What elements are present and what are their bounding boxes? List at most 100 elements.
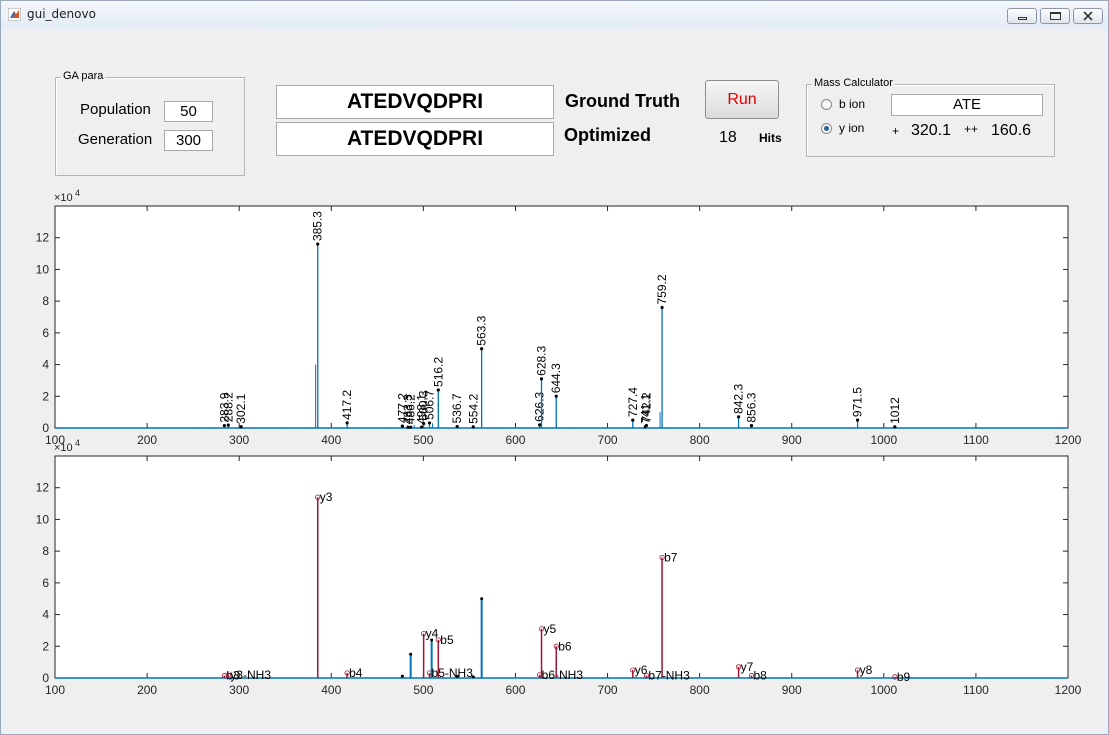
- annotated-y-tick-label: 10: [36, 512, 50, 526]
- peak-label: 500.3: [417, 390, 431, 420]
- annotated-peak-marker: [630, 667, 636, 673]
- peak-label: 283.9: [217, 392, 231, 422]
- peak-label: 759.2: [655, 274, 669, 304]
- peak-label: 1012: [888, 397, 902, 424]
- annotated-y-tick-label: 8: [42, 544, 49, 558]
- peak-marker: [749, 424, 754, 428]
- annotated-x-tick-label: 400: [321, 683, 341, 697]
- peak-marker: [660, 305, 664, 310]
- annotated-exponent-base: ×10: [54, 442, 73, 454]
- ion-label: b9: [897, 670, 911, 684]
- generation-input[interactable]: 300: [164, 130, 213, 151]
- peak-label: 498.1: [415, 394, 429, 424]
- run-button[interactable]: Run: [705, 80, 779, 119]
- spectrum-chart[interactable]: 100 200 300 400 500 600 700 800 900 1000 1100 1200 0…: [1, 186, 1109, 447]
- peak-label: 288.2: [221, 392, 235, 422]
- annotated-y-tick-label: 6: [42, 576, 49, 590]
- ion-label: y5: [544, 622, 557, 636]
- peak-marker: [239, 425, 243, 429]
- peak-label: 486.2: [404, 394, 418, 424]
- spectrum-y-tick-label: 0: [42, 421, 49, 435]
- spectrum-x-tick-label: 200: [137, 433, 157, 447]
- close-button[interactable]: [1073, 8, 1103, 24]
- peak-label: 842.3: [732, 384, 746, 414]
- mass-sequence-input[interactable]: ATE: [891, 94, 1043, 116]
- unannotated-peak-marker: [471, 675, 475, 679]
- annotated-peak-marker: [892, 674, 898, 680]
- peak-label: 727.4: [626, 387, 640, 417]
- peak-marker: [893, 425, 897, 429]
- peak-marker: [554, 394, 558, 398]
- ion-label: y3: [320, 490, 333, 504]
- population-input[interactable]: 50: [164, 101, 213, 122]
- population-label: Population: [80, 101, 151, 118]
- annotated-x-tick-label: 1000: [870, 683, 897, 697]
- b-ion-radio[interactable]: [821, 99, 832, 110]
- annotated-y-tick-label: 0: [42, 671, 49, 685]
- annotated-x-tick-label: 800: [690, 683, 710, 697]
- annotated-peak-marker: [538, 626, 545, 632]
- annotated-y-tick-label: 12: [36, 481, 50, 495]
- spectrum-exponent-power: 4: [75, 188, 80, 198]
- annotated-x-tick-label: 100: [45, 683, 65, 697]
- spectrum-y-tick-label: 12: [36, 231, 50, 245]
- unannotated-peak-marker: [400, 674, 404, 678]
- peak-label: 302.1: [234, 393, 248, 423]
- annotated-x-tick-label: 1100: [963, 683, 989, 697]
- ground-truth-label: Ground Truth: [565, 91, 680, 111]
- mass-calculator-panel: Mass Calculator b ion y ion ATE + 320.1 …: [806, 77, 1055, 157]
- ion-label: y4: [426, 627, 439, 641]
- ion-label: b5-NH3: [432, 666, 474, 680]
- peak-label: 483.3: [401, 394, 415, 424]
- spectrum-x-tick-label: 1100: [963, 433, 989, 447]
- spectrum-x-tick-label: 600: [505, 433, 525, 447]
- generation-label: Generation: [78, 131, 153, 148]
- annotated-x-tick-label: 200: [137, 683, 157, 697]
- peak-label: 477.2: [395, 393, 409, 423]
- peak-label: 554.2: [466, 394, 480, 424]
- peak-label: 628.3: [535, 345, 549, 375]
- peak-marker: [427, 421, 432, 425]
- annotated-exponent-power: 4: [75, 438, 80, 448]
- annotated-peak-marker: [421, 631, 427, 637]
- peak-label: 971.5: [851, 387, 865, 417]
- peak-marker: [471, 425, 475, 429]
- spectrum-x-tick-label: 500: [413, 433, 433, 447]
- spectrum-y-tick-label: 10: [36, 262, 50, 276]
- peak-label: 536.7: [450, 393, 464, 423]
- optimized-sequence-input[interactable]: ATEDVQDPRI: [276, 122, 554, 156]
- ion-label: y6: [635, 663, 648, 677]
- title-bar[interactable]: gui_denovo: [1, 1, 1108, 29]
- peak-label: 385.3: [311, 211, 325, 241]
- ion-label: b7: [664, 550, 678, 564]
- peak-label: 856.3: [744, 392, 758, 422]
- ion-label: y3-NH3: [230, 668, 271, 682]
- unannotated-peak-marker: [430, 638, 434, 642]
- window-title: gui_denovo: [27, 7, 96, 21]
- annotated-peak-marker: [553, 643, 559, 649]
- mass-calculator-title: Mass Calculator: [812, 77, 895, 89]
- annotated-peak-marker: [426, 670, 433, 676]
- annotated-spectrum-chart[interactable]: 100 200 300 400 500 600 700 800 900 1000 1100 1200 0…: [1, 438, 1109, 697]
- peak-marker: [480, 347, 484, 351]
- restore-button[interactable]: [1040, 8, 1070, 24]
- minimize-button[interactable]: [1007, 8, 1037, 24]
- spectrum-x-tick-label: 700: [598, 433, 618, 447]
- spectrum-y-tick-label: 8: [42, 294, 49, 308]
- unannotated-peak-marker: [455, 674, 459, 678]
- spectrum-x-tick-label: 400: [321, 433, 341, 447]
- peak-marker: [345, 421, 349, 425]
- annotated-peak-marker: [315, 494, 321, 500]
- ion-label: b5: [440, 633, 454, 647]
- b-ion-label: b ion: [839, 97, 866, 111]
- peak-label: 506.7: [423, 390, 437, 420]
- ion-label: b3: [226, 669, 240, 683]
- peak-marker: [855, 418, 860, 422]
- spectrum-x-tick-label: 900: [782, 433, 802, 447]
- optimized-label: Optimized: [564, 125, 652, 145]
- spectrum-x-tick-label: 100: [45, 433, 65, 447]
- ground-truth-sequence-input[interactable]: ATEDVQDPRI: [276, 85, 554, 119]
- annotated-x-tick-label: 700: [598, 683, 618, 697]
- y-ion-radio[interactable]: [821, 123, 832, 134]
- y-ion-label: y ion: [839, 121, 865, 135]
